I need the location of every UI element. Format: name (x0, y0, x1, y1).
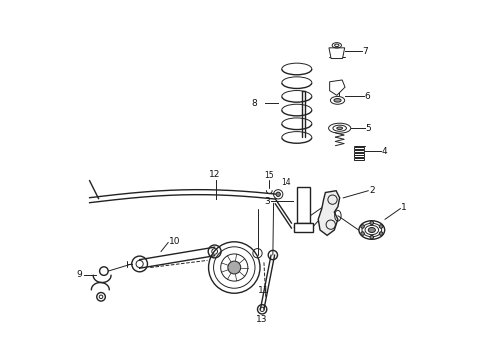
Text: 11: 11 (258, 286, 269, 295)
Text: 13: 13 (256, 315, 267, 324)
Circle shape (361, 225, 365, 228)
Text: 1: 1 (401, 203, 407, 212)
Text: 7: 7 (363, 47, 368, 56)
Text: 9: 9 (77, 270, 82, 279)
Polygon shape (330, 80, 345, 95)
Circle shape (379, 232, 383, 235)
Polygon shape (354, 153, 364, 155)
Polygon shape (329, 48, 344, 59)
Text: 12: 12 (209, 170, 220, 179)
Text: 2: 2 (369, 186, 374, 195)
Polygon shape (297, 187, 310, 223)
Text: 3: 3 (265, 197, 270, 206)
Polygon shape (354, 147, 364, 149)
Text: 6: 6 (364, 91, 370, 100)
Circle shape (370, 235, 373, 239)
Text: 5: 5 (366, 124, 371, 133)
Ellipse shape (337, 127, 343, 130)
Polygon shape (354, 156, 364, 157)
Circle shape (379, 225, 383, 228)
Polygon shape (354, 150, 364, 152)
Circle shape (361, 232, 365, 235)
Text: 4: 4 (381, 147, 387, 156)
Ellipse shape (334, 99, 341, 102)
Text: 8: 8 (252, 99, 258, 108)
Polygon shape (354, 158, 364, 160)
Polygon shape (318, 191, 340, 235)
Ellipse shape (368, 228, 375, 233)
Circle shape (276, 192, 280, 197)
Circle shape (228, 261, 241, 274)
Polygon shape (294, 223, 313, 232)
Text: 10: 10 (169, 237, 180, 246)
Text: 14: 14 (281, 178, 291, 187)
Circle shape (370, 221, 373, 225)
Text: 15: 15 (264, 171, 273, 180)
